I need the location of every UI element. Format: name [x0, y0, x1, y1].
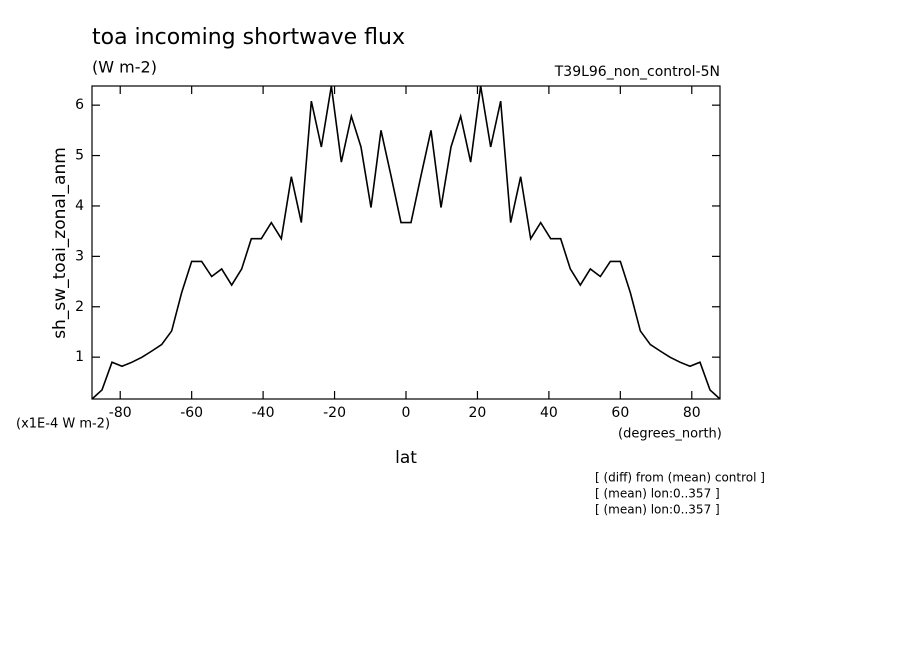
x-tick-label: 40 [540, 405, 558, 421]
x-units: (degrees_north) [618, 427, 722, 442]
y-scale-label: (x1E-4 W m-2) [16, 417, 110, 432]
y-tick-label: 4 [75, 198, 84, 214]
dataset-label: T39L96_non_control-5N [554, 64, 720, 80]
y-tick-label: 3 [75, 248, 84, 264]
x-tick-label: -20 [323, 405, 346, 421]
y-tick-label: 1 [75, 349, 84, 365]
plot-frame [91, 85, 721, 400]
note: [ (diff) from (mean) control ] [595, 471, 765, 485]
y-axis-label: sh_sw_toai_zonal_anm [50, 147, 70, 339]
x-tick-label: 0 [402, 405, 411, 421]
y-tick-label: 2 [75, 299, 84, 315]
note: [ (mean) lon:0..357 ] [595, 487, 720, 501]
x-axis-label: lat [395, 448, 417, 468]
units: (W m-2) [92, 58, 157, 77]
x-tick-label: 80 [683, 405, 701, 421]
x-tick-label: 60 [611, 405, 629, 421]
chart-title: toa incoming shortwave flux [92, 25, 405, 50]
y-tick-label: 6 [75, 97, 84, 113]
x-tick-label: -80 [109, 405, 132, 421]
y-tick-label: 5 [75, 148, 84, 164]
note: [ (mean) lon:0..357 ] [595, 503, 720, 517]
x-tick-label: 20 [469, 405, 487, 421]
data-line [91, 85, 721, 400]
x-tick-label: -40 [252, 405, 275, 421]
x-tick-label: -60 [180, 405, 203, 421]
